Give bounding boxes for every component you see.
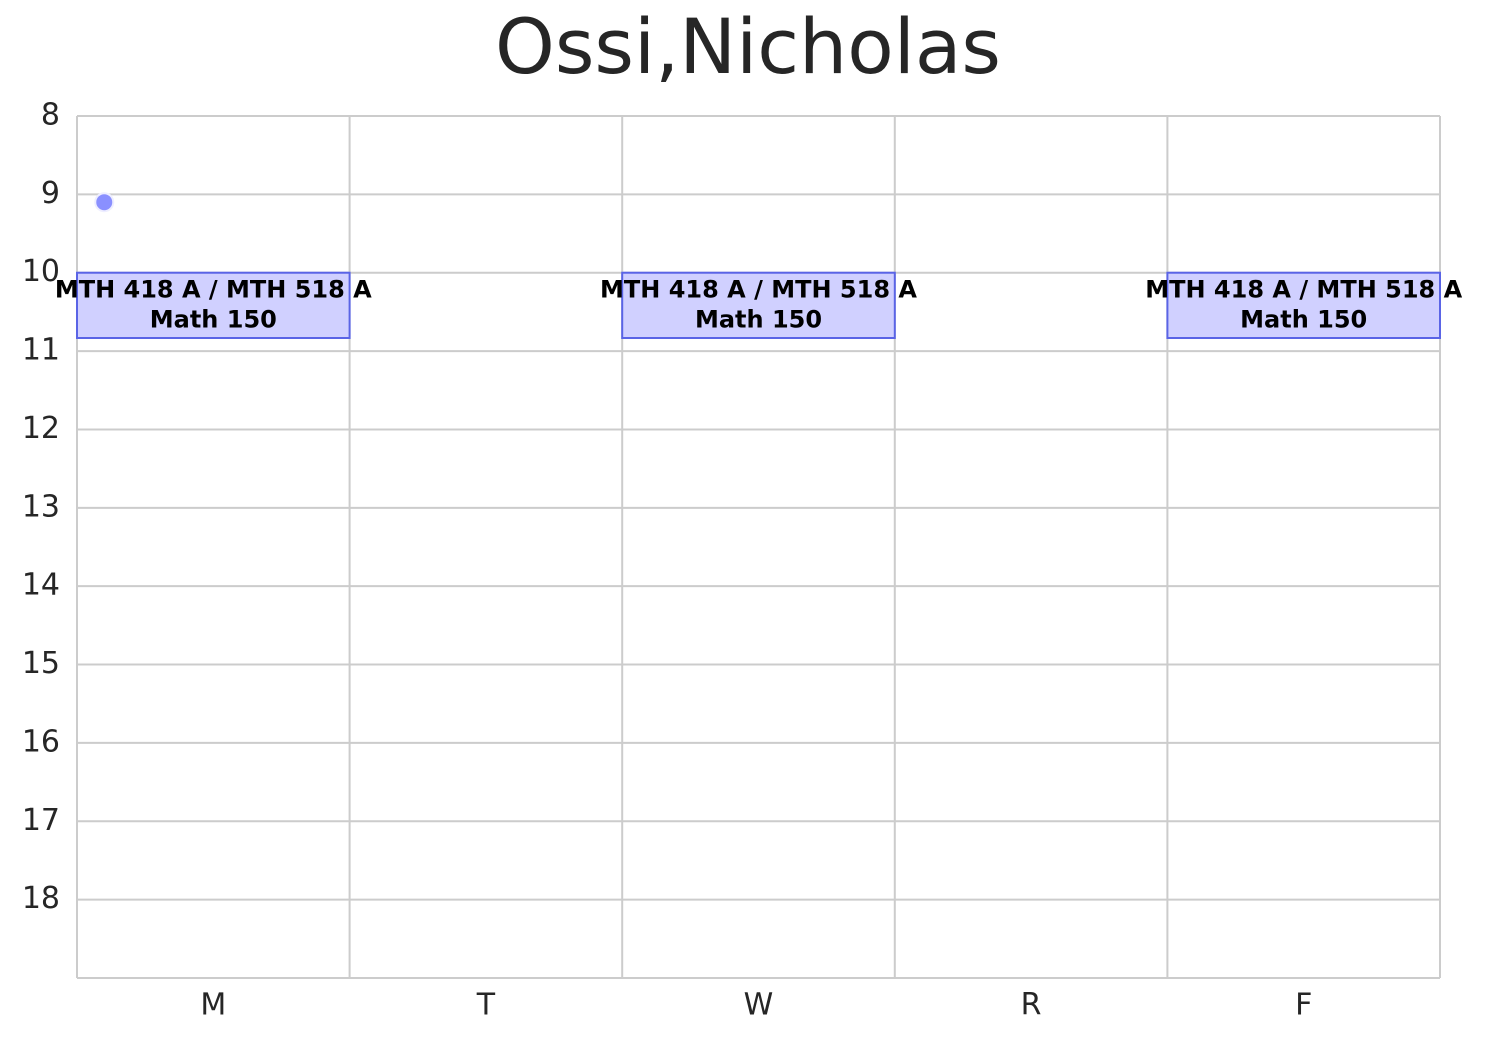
event-label: Math 150 bbox=[695, 306, 822, 334]
event-box bbox=[1166, 271, 1442, 340]
marker-dot bbox=[94, 192, 115, 213]
y-tick-label: 13 bbox=[22, 489, 60, 524]
y-tick-label: 11 bbox=[22, 333, 60, 368]
y-tick-label: 17 bbox=[22, 803, 60, 838]
event-label: MTH 418 A / MTH 518 A bbox=[1145, 276, 1462, 304]
x-tick-label: T bbox=[476, 988, 496, 1023]
y-tick-label: 15 bbox=[22, 646, 60, 681]
event-box bbox=[621, 271, 896, 340]
y-tick-label: 18 bbox=[22, 881, 60, 916]
y-tick-label: 14 bbox=[22, 568, 60, 603]
x-tick-label: M bbox=[200, 988, 226, 1023]
y-tick-label: 10 bbox=[22, 254, 60, 289]
chart-title: Ossi,Nicholas bbox=[495, 2, 1001, 91]
x-tick-label: F bbox=[1295, 988, 1312, 1023]
y-tick-label: 12 bbox=[22, 411, 60, 446]
event-box bbox=[76, 271, 351, 340]
y-tick-label: 8 bbox=[41, 98, 60, 133]
y-tick-label: 16 bbox=[22, 724, 60, 759]
event-label: Math 150 bbox=[1240, 306, 1367, 334]
x-tick-label: W bbox=[744, 988, 774, 1023]
event-label: Math 150 bbox=[150, 306, 277, 334]
event-label: MTH 418 A / MTH 518 A bbox=[55, 276, 372, 304]
event-label: MTH 418 A / MTH 518 A bbox=[600, 276, 917, 304]
x-tick-label: R bbox=[1021, 988, 1042, 1023]
y-tick-label: 9 bbox=[41, 176, 60, 211]
